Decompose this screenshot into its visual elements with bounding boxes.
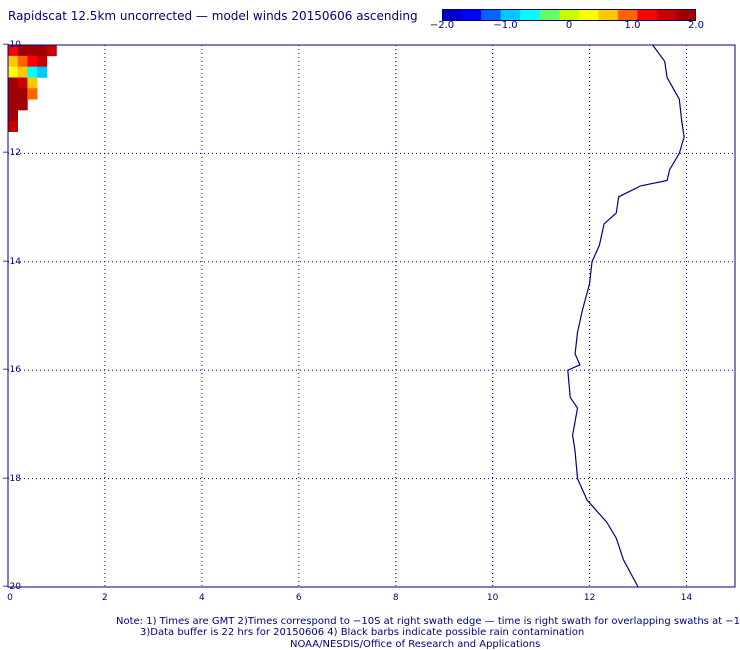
- wind-cell: [8, 45, 18, 57]
- footer-note-2: 3)Data buffer is 22 hrs for 20150606 4) …: [140, 627, 585, 638]
- latitude-label: −10: [2, 40, 21, 50]
- footer-note-1: Note: 1) Times are GMT 2)Times correspon…: [116, 616, 740, 627]
- colorbar-segment: [461, 9, 482, 21]
- longitude-label: 0: [7, 593, 13, 603]
- colorbar-tick-label: −2.0: [429, 20, 455, 31]
- wind-cell: [27, 66, 38, 78]
- colorbar-frame: [442, 9, 696, 21]
- wind-cell: [8, 88, 18, 100]
- latitude-label: −16: [2, 365, 21, 376]
- colorbar-segment: [500, 9, 521, 21]
- wind-cell: [17, 99, 28, 111]
- wind-cell: [8, 110, 18, 122]
- colorbar-tick-label: 0: [565, 20, 573, 31]
- wind-cell: [17, 66, 28, 78]
- colorbar-tick-label: 2.0: [688, 20, 704, 31]
- map-title: Rapidscat 12.5km uncorrected — model win…: [8, 9, 418, 23]
- longitude-label: 10: [486, 593, 499, 603]
- colorbar-segment: [481, 9, 502, 21]
- longitude-label: 8: [392, 593, 399, 603]
- wind-cell: [8, 120, 18, 133]
- colorbar-segment: [656, 9, 677, 21]
- wind-cell: [17, 77, 28, 89]
- wind-cell: [17, 55, 28, 67]
- wind-cell: [27, 45, 38, 57]
- longitude-label: 12: [583, 593, 596, 603]
- latitude-label: −14: [2, 256, 21, 267]
- colorbar-tick-label: 1.0: [624, 20, 641, 31]
- map-grid: [8, 45, 735, 587]
- colorbar-segment: [520, 9, 541, 21]
- wind-cells: [8, 45, 57, 133]
- latitude-label: −18: [2, 473, 21, 484]
- wind-cell: [8, 77, 18, 89]
- colorbar-segment: [617, 9, 638, 21]
- wind-cell: [37, 66, 48, 78]
- latitude-label: −12: [2, 148, 21, 159]
- colorbar-segment: [578, 9, 599, 21]
- wind-cell: [8, 55, 18, 67]
- colorbar-segment: [676, 9, 696, 21]
- longitude-label: 2: [102, 593, 108, 603]
- longitude-label: 14: [680, 593, 693, 603]
- longitude-label: 4: [198, 593, 205, 603]
- wind-cell: [8, 99, 18, 111]
- colorbar-segment: [559, 9, 580, 21]
- colorbar-segment: [637, 9, 658, 21]
- colorbar: [442, 9, 696, 21]
- wind-cell: [37, 55, 48, 67]
- colorbar-tick-label: −1.0: [493, 20, 518, 31]
- colorbar-segment: [598, 9, 619, 21]
- wind-cell: [46, 45, 57, 57]
- wind-cell: [17, 88, 28, 100]
- colorbar-segment: [539, 9, 560, 21]
- wind-cell: [27, 77, 38, 89]
- wind-cell: [27, 55, 38, 67]
- wind-cell: [8, 66, 18, 78]
- wind-cell: [37, 45, 48, 57]
- map-frame: [7, 44, 736, 588]
- wind-cell: [17, 45, 28, 57]
- coastline: [567, 44, 685, 588]
- colorbar-segment: [442, 9, 463, 21]
- wind-cell: [27, 88, 38, 100]
- footer-credit: NOAA/NESDIS/Office of Research and Appli…: [290, 639, 541, 650]
- latitude-label: −20: [2, 582, 21, 592]
- longitude-label: 6: [295, 593, 302, 603]
